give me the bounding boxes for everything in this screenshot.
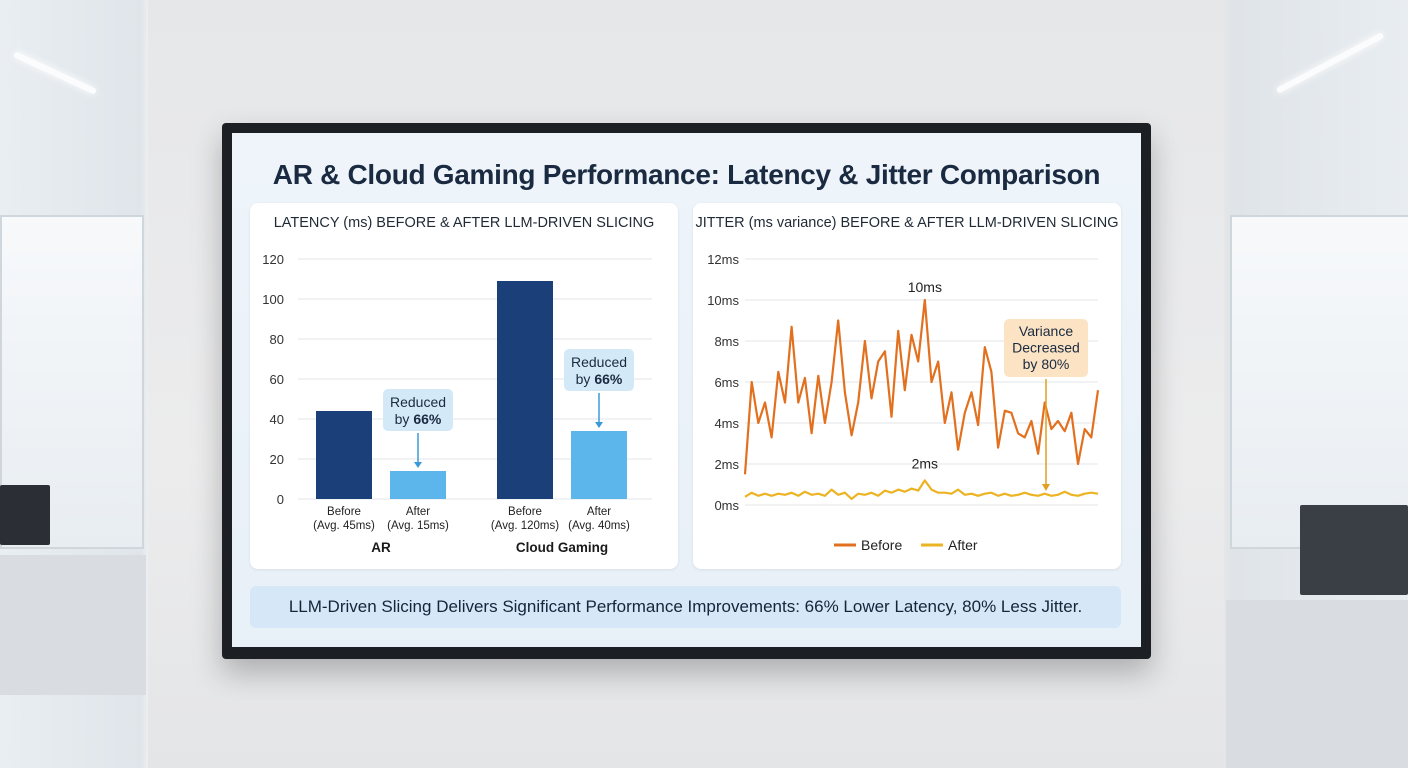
legend-label-before: Before xyxy=(861,537,902,553)
reduction-callout xyxy=(383,389,453,431)
before-peak-label: 10ms xyxy=(908,279,942,295)
y-tick-label: 100 xyxy=(262,292,284,307)
y-tick-label: 40 xyxy=(270,412,284,427)
y-tick-label: 120 xyxy=(262,252,284,267)
latency-chart-panel: LATENCY (ms) BEFORE & AFTER LLM-DRIVEN S… xyxy=(250,203,678,569)
y-tick-label: 8ms xyxy=(714,334,739,349)
y-tick-label: 12ms xyxy=(707,252,739,267)
bar-before xyxy=(316,411,372,499)
bar-label: After xyxy=(587,506,611,518)
dashboard-title: AR & Cloud Gaming Performance: Latency &… xyxy=(272,159,1101,190)
desk-left xyxy=(0,555,146,695)
callout-text-prefix: by xyxy=(395,411,414,427)
y-tick-label: 60 xyxy=(270,372,284,387)
variance-callout-text: by 80% xyxy=(1023,356,1070,372)
y-tick-label: 0 xyxy=(277,492,284,507)
y-tick-label: 80 xyxy=(270,332,284,347)
latency-chart-title: LATENCY (ms) BEFORE & AFTER LLM-DRIVEN S… xyxy=(273,215,655,231)
legend-label-after: After xyxy=(948,537,978,553)
bar-label: Before xyxy=(508,506,542,518)
callout-text-prefix: by xyxy=(576,371,595,387)
desk-monitor-left xyxy=(0,485,50,545)
callout-text-value: 66% xyxy=(594,371,623,387)
y-tick-label: 0ms xyxy=(714,498,739,513)
bar-label: Before xyxy=(327,506,361,518)
bar-before xyxy=(497,281,553,499)
group-label: Cloud Gaming xyxy=(516,540,608,555)
y-tick-label: 20 xyxy=(270,452,284,467)
callout-arrowhead xyxy=(414,462,422,468)
bar-sublabel: (Avg. 120ms) xyxy=(491,520,559,532)
before-series-line xyxy=(743,298,1100,475)
y-tick-label: 4ms xyxy=(714,416,739,431)
dashboard: AR & Cloud Gaming Performance: Latency &… xyxy=(232,133,1141,647)
y-tick-label: 6ms xyxy=(714,375,739,390)
callout-text: by 66% xyxy=(395,411,442,427)
bar-label: After xyxy=(406,506,430,518)
after-series-line xyxy=(744,479,1099,500)
bar-after xyxy=(571,431,627,499)
after-peak-label: 2ms xyxy=(912,455,938,471)
variance-callout-text: Variance xyxy=(1019,323,1073,339)
callout-text: Reduced xyxy=(571,354,627,370)
bar-sublabel: (Avg. 15ms) xyxy=(387,520,449,532)
variance-callout-arrowhead xyxy=(1042,484,1050,491)
summary-banner: LLM-Driven Slicing Delivers Significant … xyxy=(250,586,1121,628)
window-right xyxy=(1230,215,1408,549)
desk-monitor-right xyxy=(1300,505,1408,595)
y-tick-label: 10ms xyxy=(707,293,739,308)
y-tick-label: 2ms xyxy=(714,457,739,472)
bar-sublabel: (Avg. 45ms) xyxy=(313,520,375,532)
reduction-callout xyxy=(564,349,634,391)
variance-callout-text: Decreased xyxy=(1012,340,1080,356)
variance-callout xyxy=(1004,319,1088,377)
latency-bar-chart: 0 20 40 60 80 100 120 Before (Avg. 45ms) After (Av… xyxy=(262,252,652,555)
group-label: AR xyxy=(371,540,391,555)
desk-right xyxy=(1226,600,1408,768)
callout-arrowhead xyxy=(595,422,603,428)
display-screen: AR & Cloud Gaming Performance: Latency &… xyxy=(222,123,1151,659)
ceiling-light-right xyxy=(1275,32,1385,94)
jitter-chart-panel: JITTER (ms variance) BEFORE & AFTER LLM-… xyxy=(693,203,1121,569)
callout-text: Reduced xyxy=(390,394,446,410)
ceiling-light-left xyxy=(12,51,98,95)
callout-text-value: 66% xyxy=(413,411,442,427)
jitter-chart-title: JITTER (ms variance) BEFORE & AFTER LLM-… xyxy=(695,215,1119,231)
bar-sublabel: (Avg. 40ms) xyxy=(568,520,630,532)
jitter-line-chart: 0ms 2ms 4ms 6ms 8ms 10ms 12ms 2ms 10ms VarianceDe… xyxy=(707,252,1100,553)
bar-after xyxy=(390,471,446,499)
callout-text: by 66% xyxy=(576,371,623,387)
